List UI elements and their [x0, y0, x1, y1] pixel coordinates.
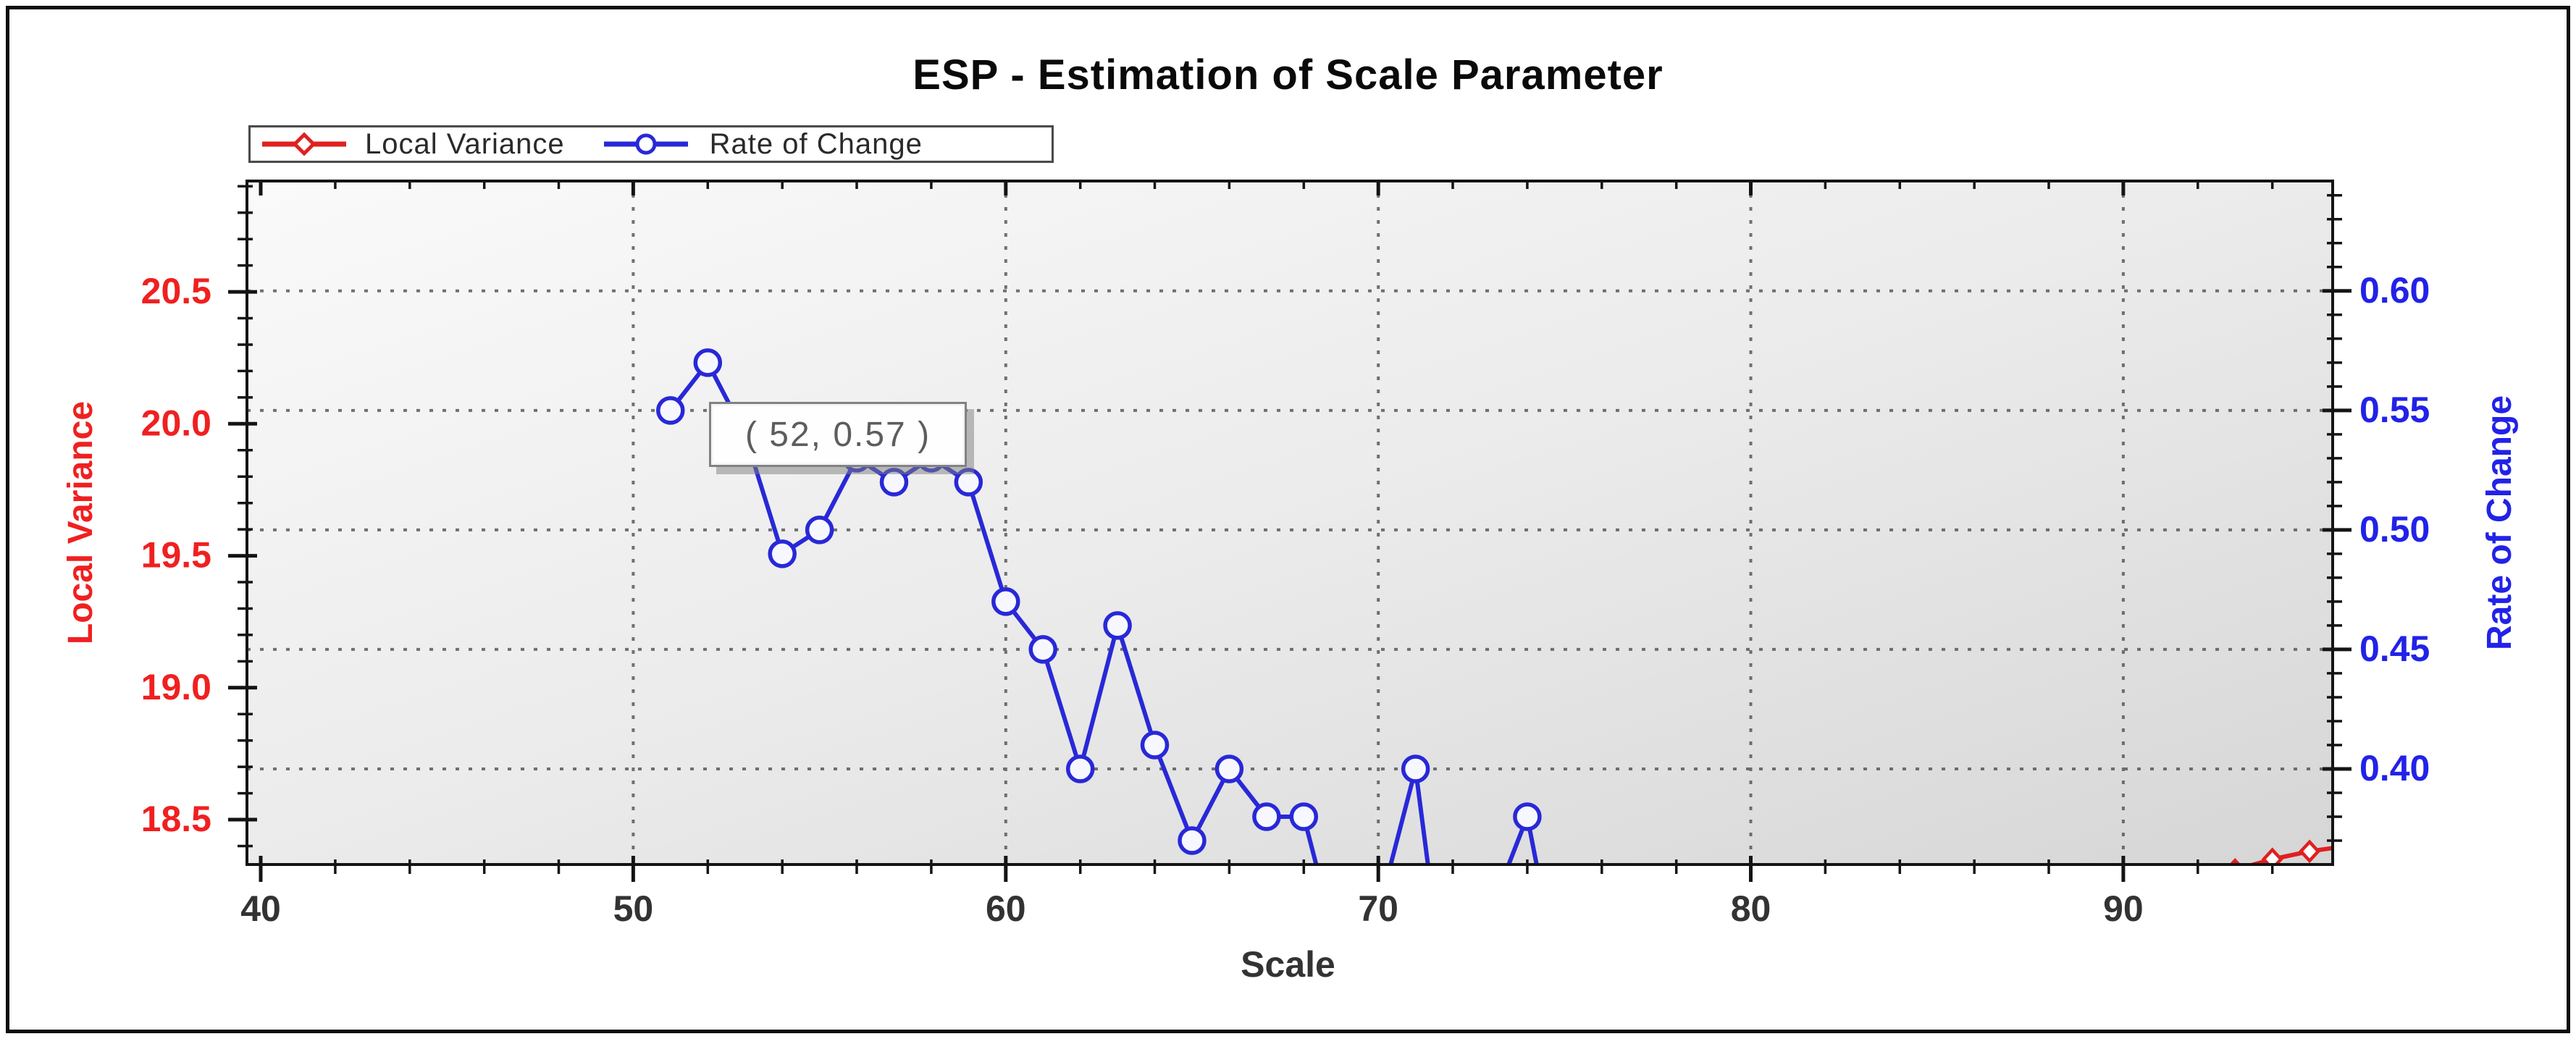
- tooltip-text: ( 52, 0.57 ): [744, 415, 931, 454]
- x-tick-label-50: 50: [613, 888, 654, 929]
- marker-rate-of-change-x59[interactable]: [954, 468, 983, 497]
- y-right-tick-label-0.45: 0.45: [2359, 628, 2430, 669]
- y-right-tick-label-0.5: 0.50: [2359, 509, 2430, 550]
- marker-rate-of-change-x62[interactable]: [1065, 754, 1095, 783]
- marker-local-variance-x94[interactable]: [2261, 847, 2283, 869]
- y-axis-label-rate-of-change: Rate of Change: [2480, 395, 2519, 651]
- tick-labels: 40 50 60 70 80 90 20.5 20.0 19.5 19.0 18.5 0.60 0.55…: [141, 270, 2430, 929]
- legend-label-local-variance: Local Variance: [365, 127, 565, 160]
- y-left-tick-label-20: 20.0: [141, 403, 211, 443]
- y-right-tick-label-0.55: 0.55: [2359, 390, 2430, 430]
- marker-rate-of-change-x64[interactable]: [1140, 731, 1170, 760]
- blue-circle-line-icon: [603, 133, 688, 155]
- x-tick-label-40: 40: [240, 888, 281, 929]
- marker-rate-of-change-x55[interactable]: [805, 516, 834, 544]
- marker-rate-of-change-x67[interactable]: [1252, 802, 1281, 831]
- legend-entry-rate-of-change: Rate of Change: [565, 127, 923, 161]
- marker-local-variance-x92[interactable]: [2189, 884, 2207, 903]
- marker-rate-of-change-x52[interactable]: [693, 348, 723, 377]
- legend-box: Local Variance Rate of Change: [248, 125, 1054, 163]
- marker-rate-of-change-x54[interactable]: [768, 539, 797, 568]
- marker-rate-of-change-x51[interactable]: [656, 396, 685, 425]
- marker-rate-of-change-x57[interactable]: [879, 468, 909, 497]
- axis-ticks: [228, 180, 2351, 882]
- plot-frame: [246, 180, 2334, 866]
- y-left-tick-label-19.5: 19.5: [141, 535, 211, 576]
- marker-rate-of-change-x74[interactable]: [1513, 802, 1542, 831]
- y-axis-label-local-variance: Local Variance: [62, 400, 100, 645]
- marker-rate-of-change-x73[interactable]: [1478, 900, 1503, 925]
- x-axis-label: Scale: [1241, 944, 1335, 985]
- x-tick-label-60: 60: [986, 888, 1026, 929]
- marker-rate-of-change-x71[interactable]: [1401, 754, 1430, 783]
- y-left-tick-label-20.5: 20.5: [141, 271, 211, 311]
- plot-background[interactable]: [247, 181, 2333, 865]
- y-left-tick-label-19: 19.0: [141, 667, 211, 707]
- legend-label-rate-of-change: Rate of Change: [709, 127, 923, 160]
- marker-rate-of-change-x60[interactable]: [991, 587, 1020, 616]
- y-right-tick-label-0.6: 0.60: [2359, 270, 2430, 311]
- marker-local-variance-x95[interactable]: [2299, 839, 2321, 864]
- legend-entry-local-variance: Local Variance: [251, 127, 565, 161]
- marker-rate-of-change-x65[interactable]: [1178, 826, 1207, 855]
- chart-title: ESP - Estimation of Scale Parameter: [912, 51, 1664, 98]
- x-tick-label-70: 70: [1358, 888, 1398, 929]
- marker-rate-of-change-x66[interactable]: [1214, 754, 1244, 783]
- y-left-tick-label-18.5: 18.5: [141, 799, 211, 839]
- marker-rate-of-change-x63[interactable]: [1103, 611, 1132, 640]
- marker-rate-of-change-x61[interactable]: [1028, 635, 1057, 664]
- marker-rate-of-change-x68[interactable]: [1289, 802, 1319, 831]
- gridlines: [247, 181, 2333, 865]
- x-tick-label-90: 90: [2103, 888, 2144, 929]
- x-tick-label-80: 80: [1731, 888, 1771, 929]
- y-right-tick-label-0.4: 0.40: [2359, 748, 2430, 788]
- marker-rate-of-change-x75[interactable]: [1552, 996, 1577, 1020]
- data-point-tooltip: ( 52, 0.57 ): [709, 402, 967, 467]
- red-diamond-line-icon: [262, 132, 346, 156]
